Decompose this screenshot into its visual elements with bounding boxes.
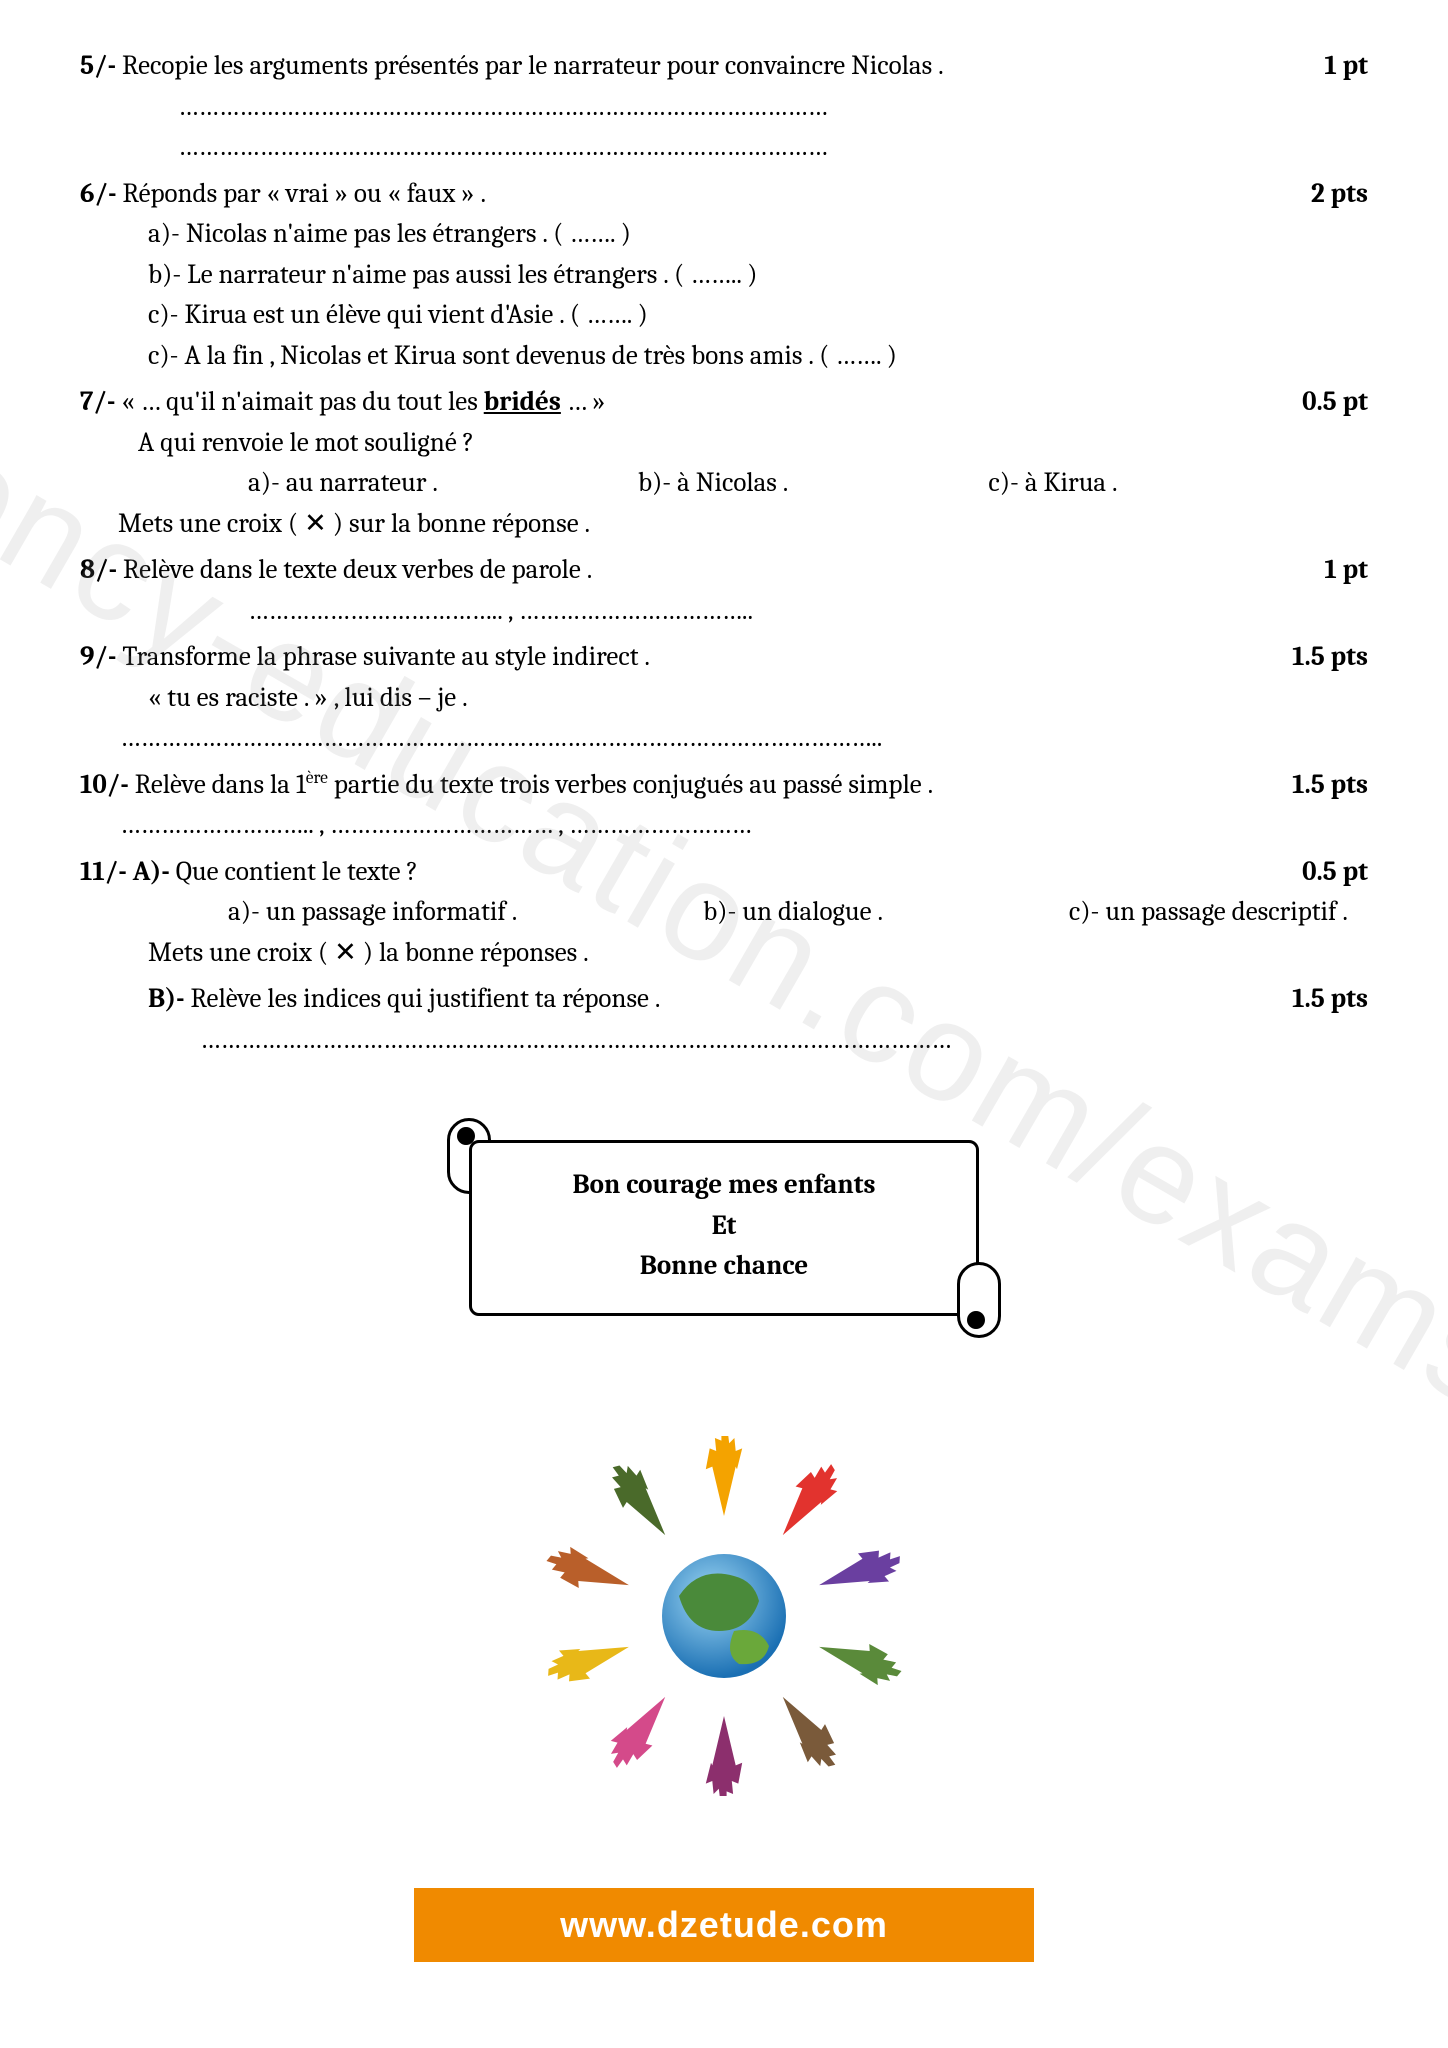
q8-text: Relève dans le texte deux verbes de paro…	[123, 554, 592, 585]
q6-option-a[interactable]: a)- Nicolas n'aime pas les étrangers . (…	[80, 214, 1368, 255]
q11b-text: Relève les indices qui justifient ta rép…	[190, 983, 660, 1014]
scroll-line-3: Bonne chance	[482, 1246, 966, 1287]
q11-instruction: Mets une croix ( ✕ ) la bonne réponses .	[80, 933, 1368, 974]
q5-number: 5/-	[80, 50, 116, 81]
q5-blank-2[interactable]: ……………………………………………………………………………………	[80, 127, 1368, 168]
q7-text-pre: « … qu'il n'aimait pas du tout les	[121, 386, 483, 417]
q11a-points: 0.5 pt	[1262, 852, 1368, 893]
q5-blank-1[interactable]: ……………………………………………………………………………………	[80, 87, 1368, 128]
q10-points: 1.5 pts	[1252, 765, 1368, 806]
question-6: 6/- Réponds par « vrai » ou « faux » . 2…	[80, 174, 1368, 215]
q7-subquestion: A qui renvoie le mot souligné ?	[80, 423, 1368, 464]
q11b-points: 1.5 pts	[1252, 979, 1368, 1020]
scroll-line-1: Bon courage mes enfants	[482, 1165, 966, 1206]
q11b-label: B)-	[148, 983, 185, 1014]
q11b-blank[interactable]: …………………………………………………………………………………………………	[80, 1020, 1368, 1061]
q7-text-post: … »	[561, 386, 606, 417]
scroll-line-2: Et	[482, 1206, 966, 1247]
question-7: 7/- « … qu'il n'aimait pas du tout les b…	[80, 382, 1368, 423]
q11a-number: 11/- A)-	[80, 856, 170, 887]
q11a-text: Que contient le texte ?	[176, 856, 418, 887]
scroll-cap-icon	[957, 1262, 1001, 1338]
q9-quote: « tu es raciste . » , lui dis – je .	[80, 678, 1368, 719]
q8-number: 8/-	[80, 554, 117, 585]
question-11b: B)- Relève les indices qui justifient ta…	[80, 979, 1368, 1020]
footer-url[interactable]: www.dzetude.com	[414, 1888, 1034, 1962]
q10-blank[interactable]: ……………………….. , …………………………… , ………………………	[80, 805, 1368, 846]
q7-points: 0.5 pt	[1262, 382, 1368, 423]
q10-text-post: partie du texte trois verbes conjugués a…	[328, 769, 933, 800]
q5-text: Recopie les arguments présentés par le n…	[122, 50, 944, 81]
q9-blank[interactable]: …………………………………………………………………………………………………..	[80, 718, 1368, 759]
q7-option-a[interactable]: a)- au narrateur .	[248, 463, 438, 504]
q10-number: 10/-	[80, 769, 129, 800]
q6-option-c[interactable]: c)- Kirua est un élève qui vient d'Asie …	[80, 295, 1368, 336]
q6-option-d[interactable]: c)- A la fin , Nicolas et Kirua sont dev…	[80, 336, 1368, 377]
q10-superscript: ère	[306, 768, 328, 788]
q8-blank[interactable]: ……………………………….. , ……………………………..	[80, 591, 1368, 632]
q11-options: a)- un passage informatif . b)- un dialo…	[80, 892, 1368, 933]
q9-text: Transforme la phrase suivante au style i…	[122, 641, 650, 672]
q8-points: 1 pt	[1284, 550, 1368, 591]
q11-option-a[interactable]: a)- un passage informatif .	[228, 892, 517, 933]
q6-points: 2 pts	[1271, 174, 1368, 215]
q7-options: a)- au narrateur . b)- à Nicolas . c)- à…	[80, 463, 1368, 504]
q11-option-b[interactable]: b)- un dialogue .	[703, 892, 883, 933]
q6-number: 6/-	[80, 178, 117, 209]
q6-text: Réponds par « vrai » ou « faux » .	[123, 178, 487, 209]
q7-underlined-word: bridés	[484, 386, 561, 417]
q11-option-c[interactable]: c)- un passage descriptif .	[1069, 892, 1348, 933]
q6-option-b[interactable]: b)- Le narrateur n'aime pas aussi les ét…	[80, 255, 1368, 296]
question-8: 8/- Relève dans le texte deux verbes de …	[80, 550, 1368, 591]
question-9: 9/- Transforme la phrase suivante au sty…	[80, 637, 1368, 678]
q9-points: 1.5 pts	[1252, 637, 1368, 678]
q10-text-pre: Relève dans la 1	[135, 769, 306, 800]
q7-option-c[interactable]: c)- à Kirua .	[988, 463, 1117, 504]
question-10: 10/- Relève dans la 1ère partie du texte…	[80, 765, 1368, 806]
q7-instruction: Mets une croix ( ✕ ) sur la bonne répons…	[80, 504, 1368, 545]
q5-points: 1 pt	[1284, 46, 1368, 87]
page: ency-education.com/exams 5/- Recopie les…	[0, 0, 1448, 2048]
question-5: 5/- Recopie les arguments présentés par …	[80, 46, 1368, 87]
question-11a: 11/- A)- Que contient le texte ? 0.5 pt	[80, 852, 1368, 893]
q7-number: 7/-	[80, 386, 115, 417]
q7-option-b[interactable]: b)- à Nicolas .	[638, 463, 788, 504]
encouragement-scroll: Bon courage mes enfants Et Bonne chance	[469, 1140, 979, 1316]
q9-number: 9/-	[80, 641, 116, 672]
globe-hands-image	[544, 1436, 904, 1809]
